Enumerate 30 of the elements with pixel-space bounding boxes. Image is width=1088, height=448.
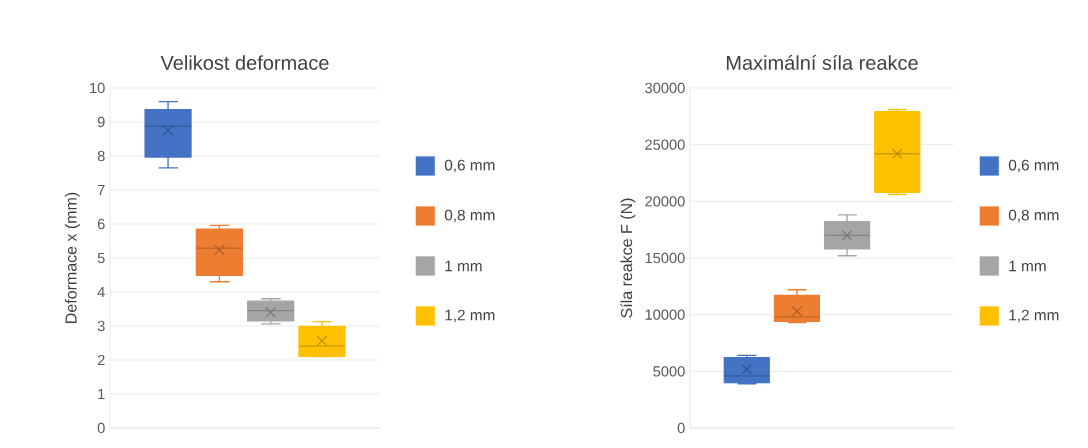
legend-label: 1,2 mm	[1009, 309, 1059, 323]
legend-label: 0,8 mm	[444, 209, 495, 223]
y-tick-label: 0	[97, 422, 105, 434]
chart-title: Maximální síla reakce	[726, 55, 918, 70]
legend-label: 0,8 mm	[1008, 209, 1059, 223]
y-tick-label: 8	[97, 150, 105, 162]
y-tick-label: 10	[90, 82, 105, 94]
legend-label: 1,2 mm	[445, 309, 495, 323]
y-tick-label: 20000	[645, 196, 685, 207]
y-tick-label: 15000	[645, 252, 685, 264]
legend-label: 1 mm	[1009, 260, 1046, 272]
y-tick-label: 0	[677, 422, 685, 434]
y-tick-label: 25000	[645, 139, 685, 150]
chart-title: Velikost deformace	[160, 55, 329, 70]
y-tick-label: 7	[97, 184, 105, 196]
y-axis-title: Deformace x (mm)	[64, 192, 80, 323]
legend-label: 0,6 mm	[444, 159, 495, 173]
y-tick-label: 5000	[653, 366, 685, 377]
y-tick-label: 3	[97, 320, 105, 332]
y-tick-label: 30000	[645, 82, 685, 94]
y-tick-label: 2	[97, 354, 105, 366]
y-tick-label: 9	[97, 116, 105, 128]
y-tick-label: 6	[97, 218, 105, 230]
y-tick-label: 10000	[645, 309, 685, 320]
y-tick-label: 1	[98, 388, 105, 400]
legend-label: 0,6 mm	[1008, 159, 1059, 173]
y-axis-title: Síla reakce F (N)	[620, 198, 636, 318]
legend-label: 1 mm	[445, 260, 482, 272]
y-tick-label: 4	[97, 286, 105, 298]
y-tick-label: 5	[97, 252, 105, 264]
